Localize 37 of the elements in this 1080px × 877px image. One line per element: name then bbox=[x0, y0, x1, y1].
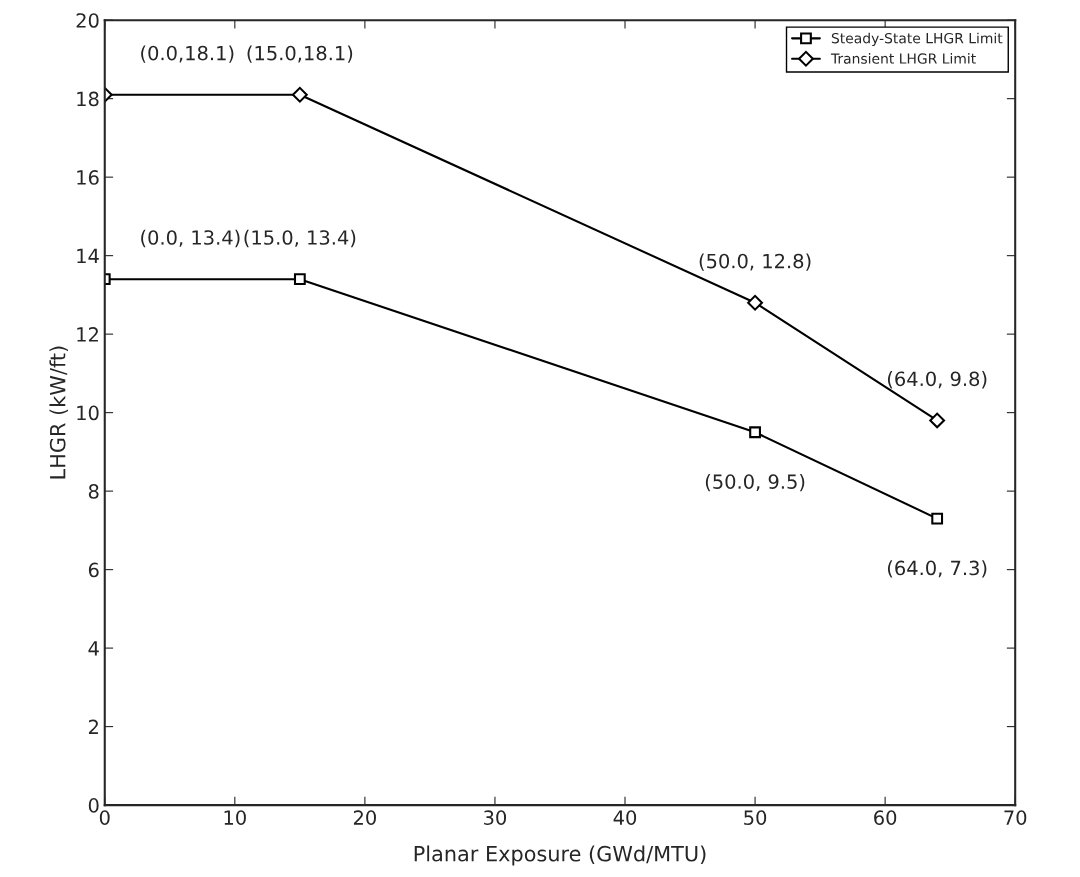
annotation: (50.0, 9.5) bbox=[705, 473, 805, 492]
point bbox=[931, 512, 944, 525]
legend-label: Transient LHGR Limit bbox=[830, 53, 976, 64]
y-tick-label: 20 bbox=[76, 13, 99, 28]
annotation: (15.0,18.1) bbox=[247, 45, 353, 63]
y-tick-label: 10 bbox=[77, 405, 99, 421]
y-axis-title: LHGR (kW/ft) bbox=[49, 346, 69, 479]
point bbox=[929, 412, 946, 429]
annotation: (0.0,18.1) bbox=[141, 45, 234, 63]
x-tick-label: 10 bbox=[224, 810, 246, 825]
x-tick-label: 60 bbox=[874, 810, 897, 825]
y-tick-label: 2 bbox=[88, 719, 98, 734]
legend-label: Steady-State LHGR Limit bbox=[831, 32, 1003, 47]
y-tick-label: 6 bbox=[88, 562, 99, 578]
point bbox=[749, 426, 761, 439]
y-tick-label: 14 bbox=[77, 248, 99, 264]
annotation: (0.0, 13.4) bbox=[141, 229, 240, 248]
y-tick-label: 18 bbox=[77, 91, 99, 107]
point bbox=[291, 86, 308, 103]
annotation: (15.0, 13.4) bbox=[244, 229, 356, 248]
y-tick-label: 12 bbox=[77, 327, 98, 342]
x-tick-label: 20 bbox=[353, 810, 376, 825]
x-tick-label: 50 bbox=[744, 810, 767, 825]
annotation: (64.0, 9.8) bbox=[887, 371, 987, 389]
annotation: (50.0, 12.8) bbox=[699, 253, 811, 271]
x-axis-title: Planar Exposure (GWd/MTU) bbox=[414, 845, 706, 866]
x-tick-label: 40 bbox=[613, 810, 637, 825]
point bbox=[747, 294, 763, 311]
x-tick-label: 70 bbox=[1004, 810, 1027, 825]
y-tick-label: 16 bbox=[77, 170, 99, 185]
y-tick-label: 4 bbox=[88, 641, 99, 656]
y-tick-label: 0 bbox=[88, 798, 99, 813]
point bbox=[293, 273, 306, 286]
x-tick-label: 0 bbox=[99, 810, 110, 825]
x-tick-label: 30 bbox=[484, 810, 507, 825]
annotation: (64.0, 7.3) bbox=[887, 560, 987, 578]
y-tick-label: 8 bbox=[88, 484, 99, 499]
